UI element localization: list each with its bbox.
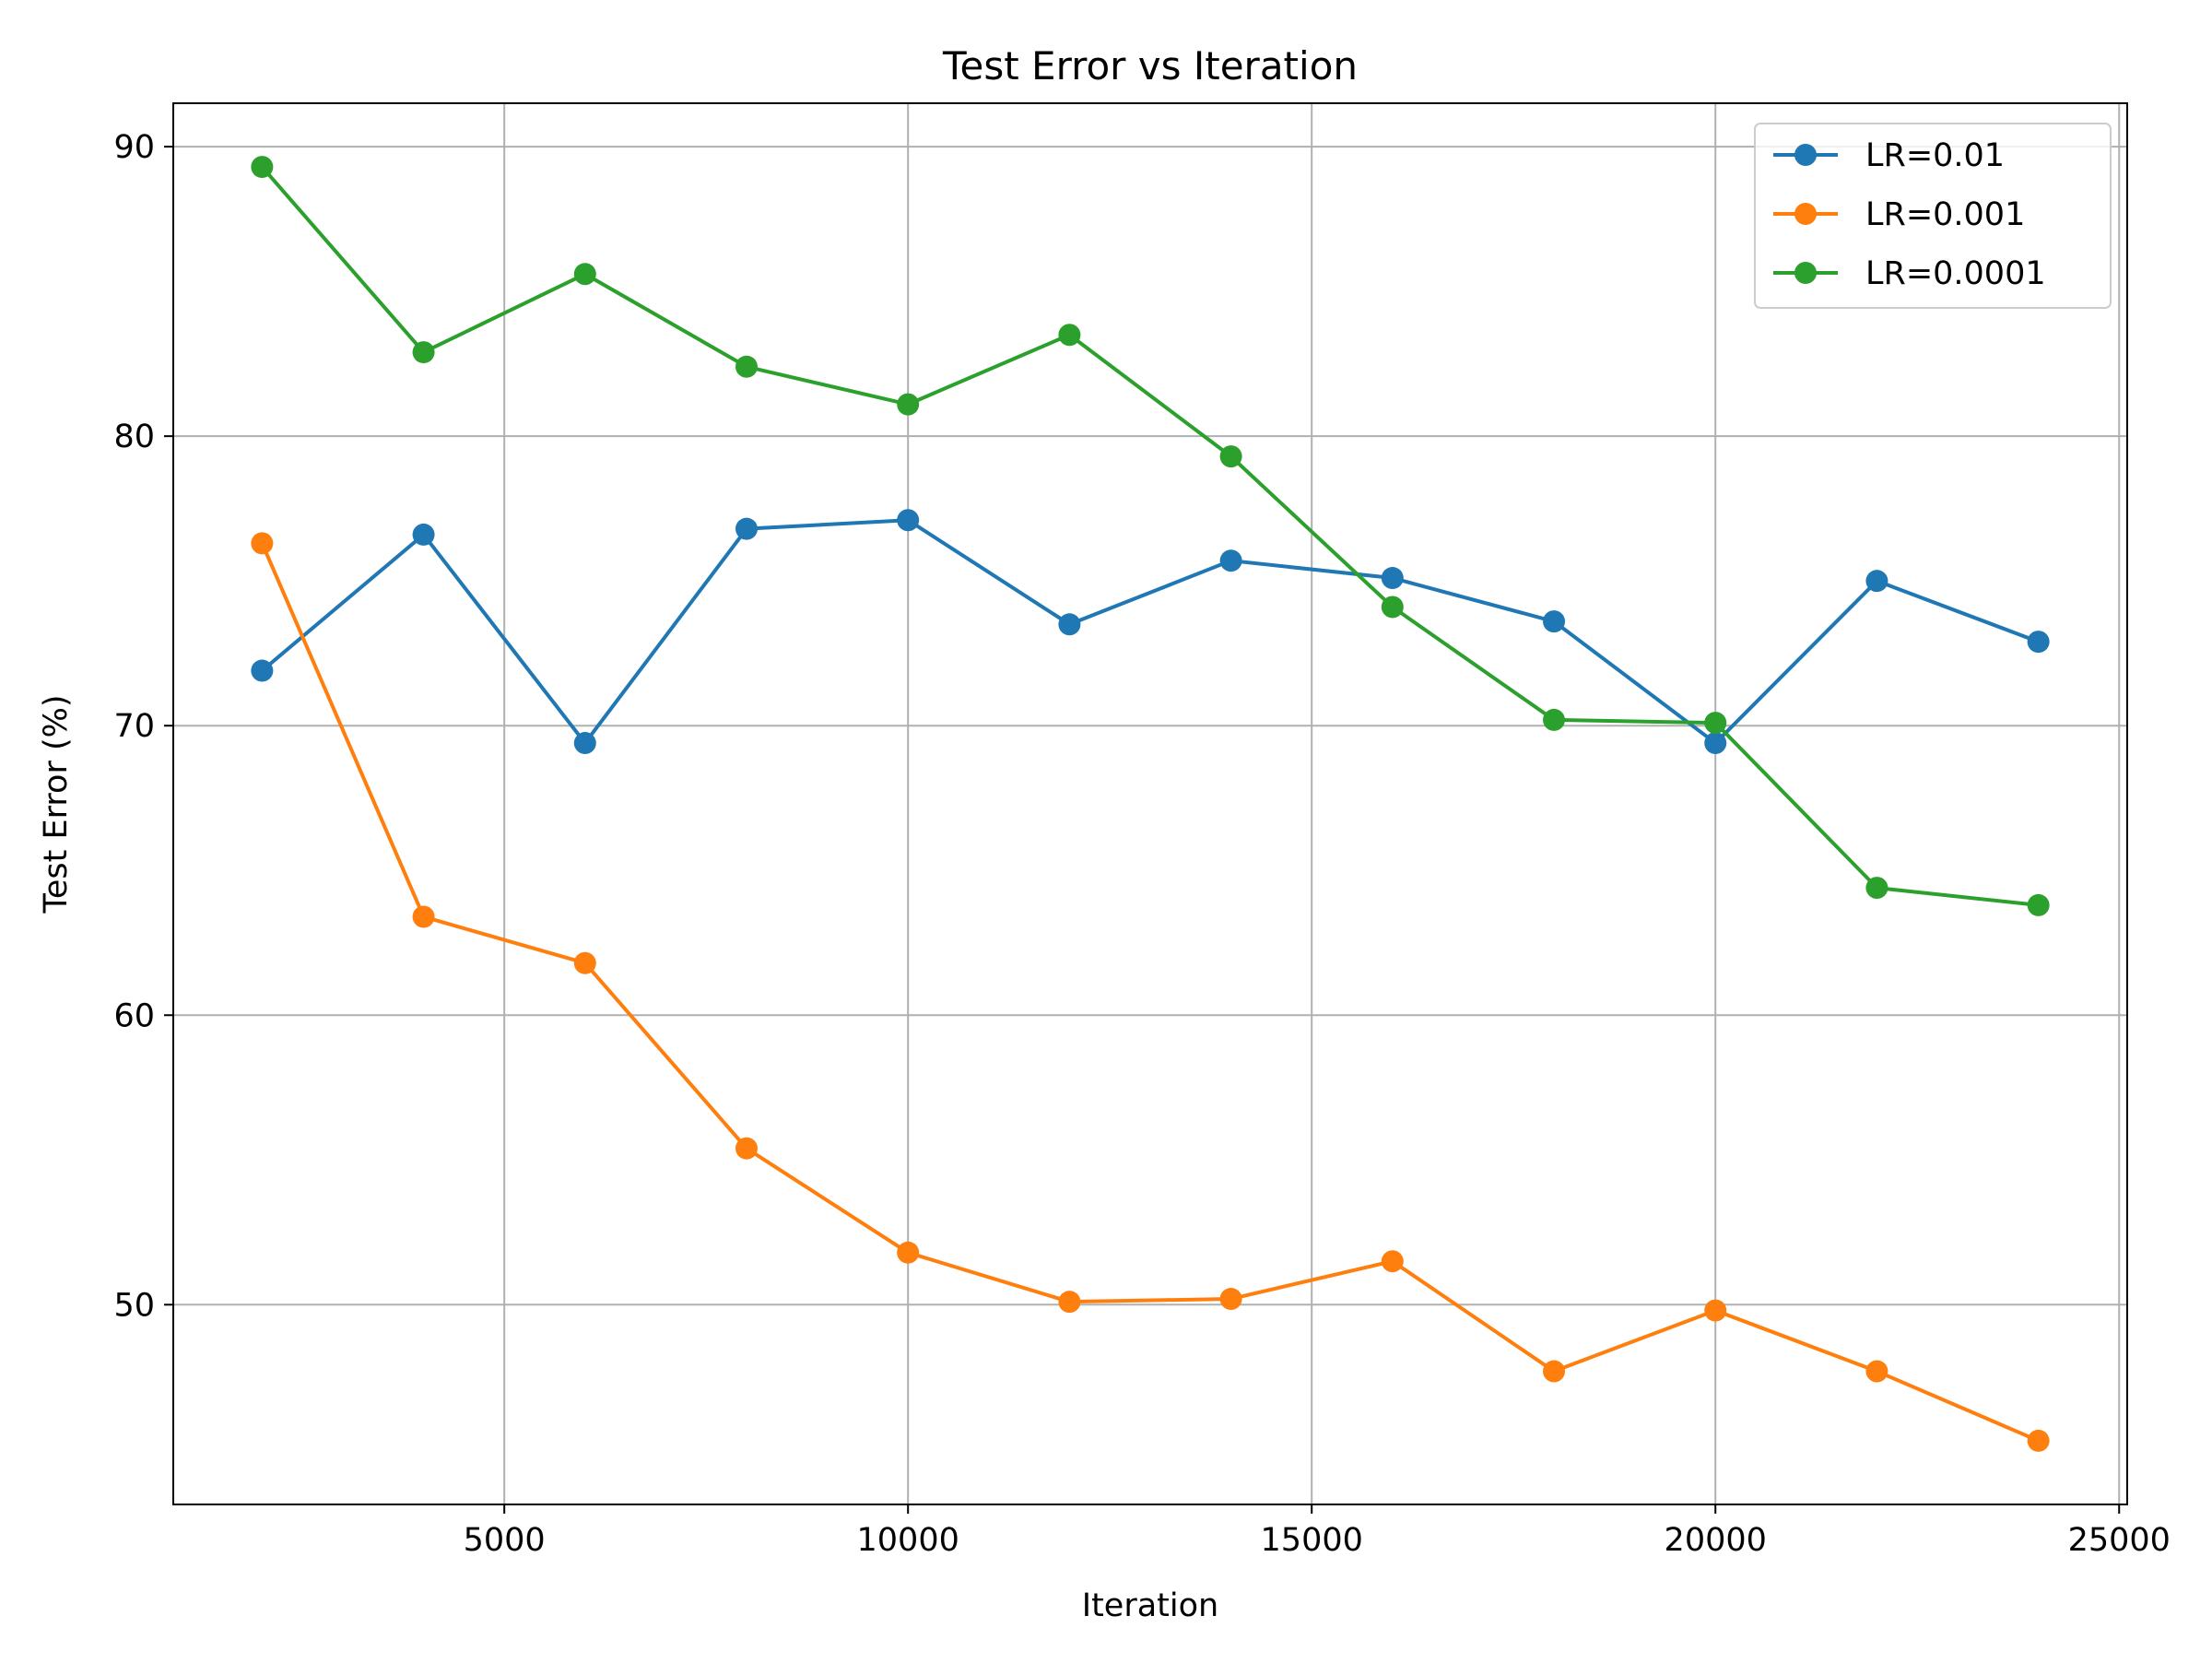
data-point <box>1219 445 1242 468</box>
data-point <box>1219 549 1242 572</box>
data-point <box>1543 610 1566 633</box>
legend-marker <box>1794 262 1817 284</box>
legend-label: LR=0.0001 <box>1865 255 2046 292</box>
data-point <box>897 1241 920 1264</box>
data-point <box>251 659 274 682</box>
data-point <box>412 905 435 928</box>
data-point <box>1381 567 1404 590</box>
x-axis-ticks: 5000 10000 15000 20000 25000 <box>464 1504 2171 1559</box>
data-point <box>1381 596 1404 619</box>
data-point <box>573 951 596 974</box>
y-axis-ticks: 50 60 70 80 90 <box>113 129 173 1324</box>
legend-item: LR=0.01 <box>1773 137 2005 174</box>
data-point <box>251 532 274 555</box>
series-line <box>259 164 2041 908</box>
x-tick-label: 5000 <box>464 1522 546 1559</box>
data-point <box>1543 708 1566 731</box>
data-point <box>1058 613 1081 636</box>
data-point <box>897 509 920 532</box>
data-point <box>735 1137 758 1160</box>
data-point <box>1381 1250 1404 1273</box>
legend-item: LR=0.0001 <box>1773 255 2046 292</box>
series-line <box>259 540 2041 1444</box>
y-tick-label: 50 <box>113 1287 155 1324</box>
legend-item: LR=0.001 <box>1773 196 2025 233</box>
data-point <box>1865 877 1888 900</box>
y-tick-label: 70 <box>113 708 155 745</box>
data-point <box>1058 1291 1081 1314</box>
series-LR=0.001 <box>251 532 2050 1452</box>
data-point <box>412 341 435 364</box>
y-tick-label: 90 <box>113 129 155 166</box>
series-LR=0.0001 <box>251 156 2050 916</box>
x-tick-label: 15000 <box>1261 1522 1363 1559</box>
legend-marker <box>1794 203 1817 225</box>
legend-label: LR=0.01 <box>1865 137 2005 174</box>
data-point <box>1865 1360 1888 1383</box>
data-point <box>1543 1360 1566 1383</box>
legend-frame <box>1754 123 2112 309</box>
legend-marker <box>1794 144 1817 166</box>
data-point <box>573 263 596 286</box>
data-point <box>735 517 758 540</box>
y-axis-label: Test Error (%) <box>38 694 75 914</box>
x-axis-label: Iteration <box>1082 1587 1218 1624</box>
data-point <box>897 393 920 416</box>
data-point <box>1704 732 1727 755</box>
series-LR=0.01 <box>251 509 2050 755</box>
data-point <box>2027 1429 2050 1452</box>
y-tick-label: 60 <box>113 997 155 1034</box>
data-point <box>735 355 758 378</box>
data-point <box>1219 1288 1242 1311</box>
plot-frame <box>172 102 2128 1505</box>
data-point <box>1704 712 1727 735</box>
legend-label: LR=0.001 <box>1865 196 2025 233</box>
y-tick-label: 80 <box>113 419 155 455</box>
x-tick-label: 25000 <box>2068 1522 2171 1559</box>
x-tick-label: 10000 <box>857 1522 959 1559</box>
x-tick-label: 20000 <box>1665 1522 1767 1559</box>
data-point <box>1058 324 1081 347</box>
data-point <box>251 156 274 179</box>
data-point <box>1865 570 1888 593</box>
chart-title: Test Error vs Iteration <box>942 43 1358 88</box>
data-point <box>2027 631 2050 654</box>
series-line <box>259 518 2041 746</box>
legend: LR=0.01 LR=0.001 LR=0.0001 <box>1754 123 2112 309</box>
data-point <box>573 732 596 755</box>
series-layer <box>251 156 2050 1452</box>
data-point <box>1704 1299 1727 1322</box>
data-point <box>412 523 435 546</box>
data-point <box>2027 893 2050 916</box>
